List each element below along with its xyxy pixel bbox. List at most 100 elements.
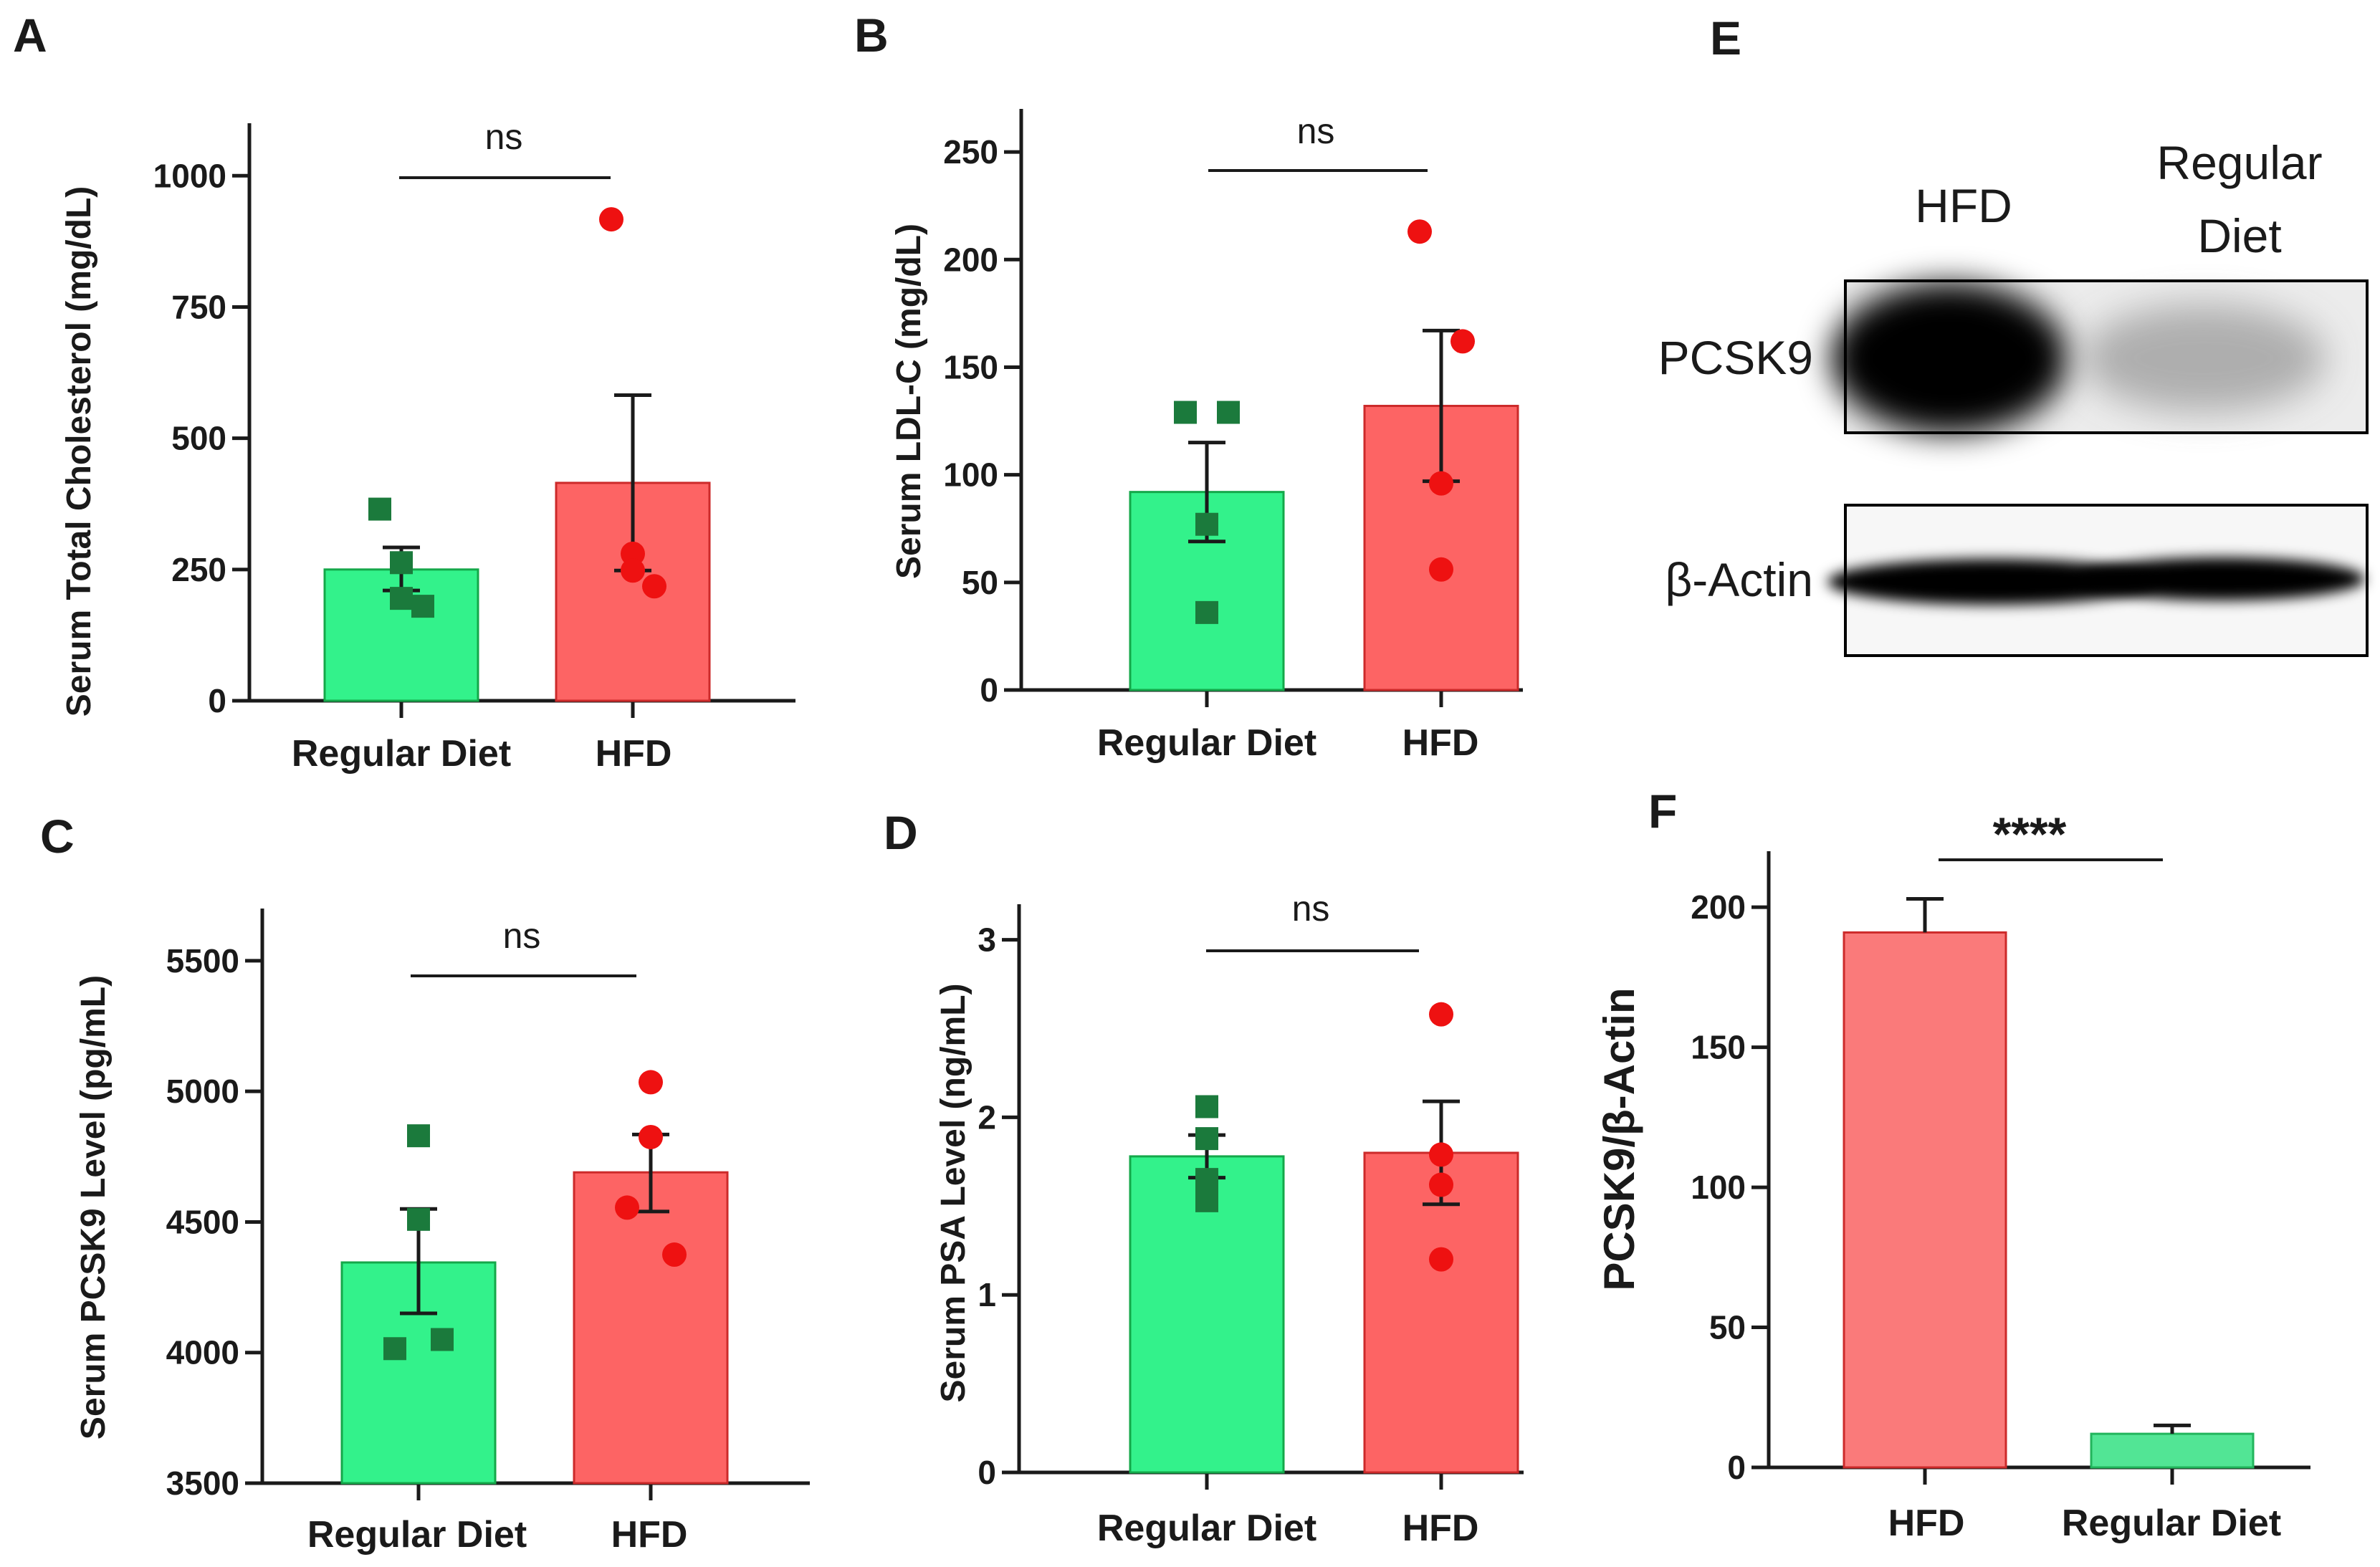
y-tick-label: 250 [171,551,226,588]
y-tick-label: 100 [1691,1169,1746,1206]
data-point-circle [621,558,645,583]
actin-band-regular-diet [2078,557,2365,600]
chart-c-axes: 3500 4000 4500 5000 5500 [166,909,810,1502]
data-point-circle [1451,329,1475,354]
data-point-circle [599,207,623,232]
chart-c-significance-label: ns [503,916,541,956]
data-point-circle [1429,1172,1453,1197]
blot-lane-label-regular-diet: Regular [2156,136,2322,189]
chart-c-category-label: Regular Diet [307,1514,527,1556]
chart-d-category-label: Regular Diet [1097,1508,1316,1549]
chart-d-significance-label: ns [1292,888,1330,929]
panel-label-a: A [13,9,47,62]
y-tick-label: 750 [171,288,226,325]
chart-d-category-label: HFD [1402,1508,1479,1549]
data-point-circle [662,1242,687,1268]
blot-row-label-pcsk9: PCSK9 [1658,331,1813,384]
pcsk9-band-hfd [1831,283,2068,433]
y-tick-label: 0 [980,671,998,709]
blot-lane-label-hfd: HFD [1915,179,2012,232]
data-point-square [368,497,391,521]
chart-b-y-axis-label: Serum LDL-C (mg/dL) [890,224,928,579]
y-tick-label: 2 [978,1098,996,1136]
chart-a-marks [323,176,711,702]
y-tick-label: 500 [171,420,226,457]
data-point-circle [642,574,666,599]
blot-bands-pcsk9 [1831,283,2326,433]
data-point-square [390,551,413,575]
y-tick-label: 150 [943,348,998,385]
y-tick-label: 50 [962,564,998,601]
data-point-circle [1429,1247,1453,1272]
bar-hfd [1843,931,2007,1469]
data-point-square [383,1337,406,1361]
blot-row-label-beta-actin: β-Actin [1665,553,1813,606]
data-point-square [390,587,413,610]
chart-f-marks [1843,858,2255,1469]
chart-c-y-axis-label: Serum PCSK9 Level (pg/mL) [75,975,113,1439]
actin-band-hfd [1827,559,2157,605]
chart-c-category-label: HFD [611,1514,688,1556]
data-point-circle [615,1195,639,1220]
chart-f-significance-label: **** [1993,808,2067,861]
data-point-circle [1408,219,1432,244]
chart-a-y-axis-label: Serum Total Cholesterol (mg/dL) [60,186,98,717]
data-point-circle [1429,1142,1453,1167]
panel-e-western-blot: E HFD Regular Diet PCSK9 β-Actin [1658,11,2369,657]
panel-label-f: F [1648,785,1677,838]
y-tick-label: 1 [978,1276,996,1313]
chart-a-category-label: Regular Diet [292,733,511,775]
y-tick-label: 4500 [166,1203,239,1240]
chart-b-category-label: Regular Diet [1097,722,1316,764]
chart-c-marks [340,974,729,1485]
panel-label-e: E [1710,11,1741,64]
data-point-square [1195,1095,1218,1118]
panel-d: D 0 1 2 3 Regular Diet HFD Serum PSA Level … [884,806,1524,1549]
pcsk9-band-regular-diet [2082,305,2326,412]
y-tick-label: 5000 [166,1073,239,1110]
chart-b-category-label: HFD [1402,722,1479,764]
y-tick-label: 0 [1727,1449,1746,1486]
panel-label-c: C [40,810,75,863]
y-tick-label: 200 [1691,888,1746,926]
data-point-circle [1429,471,1453,496]
y-tick-label: 5500 [166,942,239,979]
chart-f-y-axis-label: PCSK9/β-Actin [1595,987,1643,1290]
data-point-square [1195,512,1218,536]
panel-a: A 0 250 500 750 1000 Regular Diet HFD Serum … [13,9,795,775]
bar-hfd [573,1171,729,1485]
data-point-circle [1429,1002,1453,1027]
y-tick-label: 0 [978,1454,996,1491]
y-tick-label: 250 [943,133,998,171]
data-point-square [1195,1127,1218,1151]
chart-b-significance-label: ns [1297,111,1335,151]
data-point-circle [639,1124,663,1149]
y-tick-label: 0 [208,682,226,719]
y-tick-label: 4000 [166,1334,239,1371]
data-point-square [1195,1168,1218,1192]
chart-d-y-axis-label: Serum PSA Level (ng/mL) [935,984,972,1403]
chart-a-significance-label: ns [485,117,523,157]
chart-f-category-label: Regular Diet [2062,1503,2281,1544]
data-point-square [1195,600,1218,624]
data-point-circle [621,541,645,566]
chart-b-marks [1129,169,1519,691]
y-tick-label: 100 [943,456,998,494]
chart-f-category-label: HFD [1888,1503,1965,1544]
y-tick-label: 1000 [153,157,226,194]
panel-f: F 0 50 100 150 200 HFD Regular Diet PCSK9/β-… [1595,785,2310,1544]
data-point-circle [1429,557,1453,582]
y-tick-label: 3 [978,921,996,959]
data-point-square [431,1328,454,1351]
data-point-square [407,1207,430,1231]
data-point-square [1217,401,1240,424]
chart-d-marks [1129,949,1519,1474]
data-point-square [1195,1189,1218,1212]
y-tick-label: 150 [1691,1029,1746,1066]
y-tick-label: 200 [943,241,998,278]
blot-lane-label-regular-diet: Diet [2197,209,2281,262]
panel-label-b: B [854,9,889,62]
data-point-circle [639,1070,663,1095]
chart-a-category-label: HFD [596,733,672,775]
